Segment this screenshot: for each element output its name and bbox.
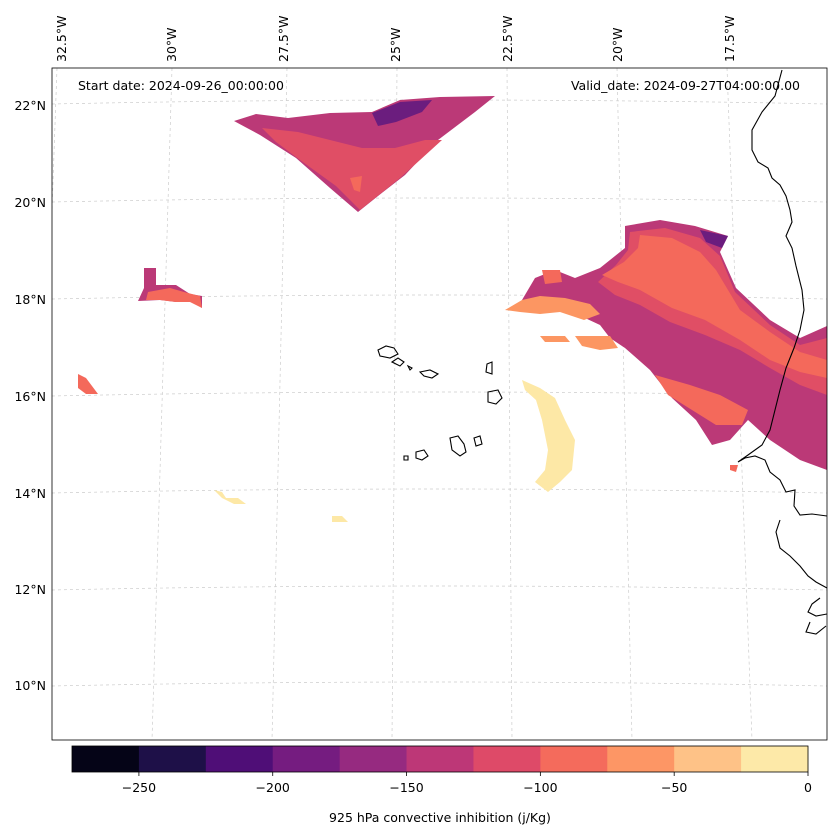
colorbar-tick-label: 0 [804,780,812,795]
lon-label-25w: 25°W [388,27,403,62]
lat-label-14n: 14°N [14,486,46,501]
cin-patch-east-lower [655,375,748,425]
cin-patch-west-c [214,490,246,504]
longitude-labels: 32.5°W 30°W 27.5°W 25°W 22.5°W 20°W 17.5… [54,16,737,62]
island-maio [473,435,483,447]
colorbar-tick-label: −250 [122,780,156,795]
lat-label-10n: 10°N [14,678,46,693]
colorbar-label: 925 hPa convective inhibition (j/Kg) [329,810,551,825]
colorbar-segment [138,746,207,772]
start-date-annotation: Start date: 2024-09-26_00:00:00 [78,78,284,93]
cin-patch-north-orange [350,176,362,192]
colorbar-tick-label: −100 [523,780,557,795]
latitude-labels: 22°N 20°N 18°N 16°N 14°N 12°N 10°N [14,98,46,693]
island-sal [485,361,493,375]
map-frame [51,67,828,741]
cin-patch-east-lower-mid [575,336,618,350]
island-brava [403,455,409,461]
colorbar: −250 −200 −150 −100 −50 0 [71,745,812,795]
colorbar-segment [607,746,675,772]
island-sao-vicente [390,357,405,367]
lon-label-20w: 20°W [610,27,625,62]
cin-patch-west-b [78,374,98,394]
lat-label-18n: 18°N [14,292,46,307]
island-santo-antao [377,345,399,359]
lat-label-12n: 12°N [14,582,46,597]
cin-patch-east-west-tip [505,296,600,320]
cin-patch-east-dark-corner [700,230,728,248]
coastline [377,69,827,635]
lat-label-16n: 16°N [14,389,46,404]
colorbar-frame [71,745,809,773]
colorbar-segment [741,746,809,772]
colorbar-tick-label: −200 [256,780,290,795]
cin-patch-north-strong [372,100,432,126]
cin-patch-east-orange [602,235,827,378]
colorbar-segment [406,746,474,772]
colorbar-tick-label: −150 [389,780,423,795]
colorbar-segment [339,746,408,772]
cin-patch-west-d [332,516,348,522]
valid-date-annotation: Valid_date: 2024-09-27T04:00:00.00 [571,78,800,93]
colorbar-segment [272,746,341,772]
cin-patch-west-a-core [146,288,202,308]
lon-label-30w: 30°W [164,27,179,62]
african-coastline [737,69,827,635]
colorbar-tick-label: −50 [661,780,687,795]
island-santiago [449,435,467,457]
lon-label-32-5w: 32.5°W [54,16,69,62]
island-boa-vista [487,389,503,405]
cin-patch-east-small [730,465,738,472]
colorbar-segment [540,746,608,772]
cin-patch-east-top [542,270,562,284]
colorbar-segment [72,746,140,772]
cin-patch-east [522,220,827,470]
cin-patch-north-core [262,128,442,210]
cin-patch-east-lower-left [540,336,570,342]
colorbar-segment [674,746,742,772]
lat-label-20n: 20°N [14,195,46,210]
cin-patch-yellow [522,380,575,492]
lon-label-22-5w: 22.5°W [500,16,515,62]
island-fogo [415,449,429,461]
colorbar-segment [473,746,541,772]
island-sao-nicolau [418,369,440,379]
lon-label-17-5w: 17.5°W [722,16,737,62]
lat-label-22n: 22°N [14,98,46,113]
island-santa-luzia [406,364,413,371]
colorbar-segment [205,746,274,772]
cin-field [78,96,827,522]
lon-label-27-5w: 27.5°W [276,16,291,62]
